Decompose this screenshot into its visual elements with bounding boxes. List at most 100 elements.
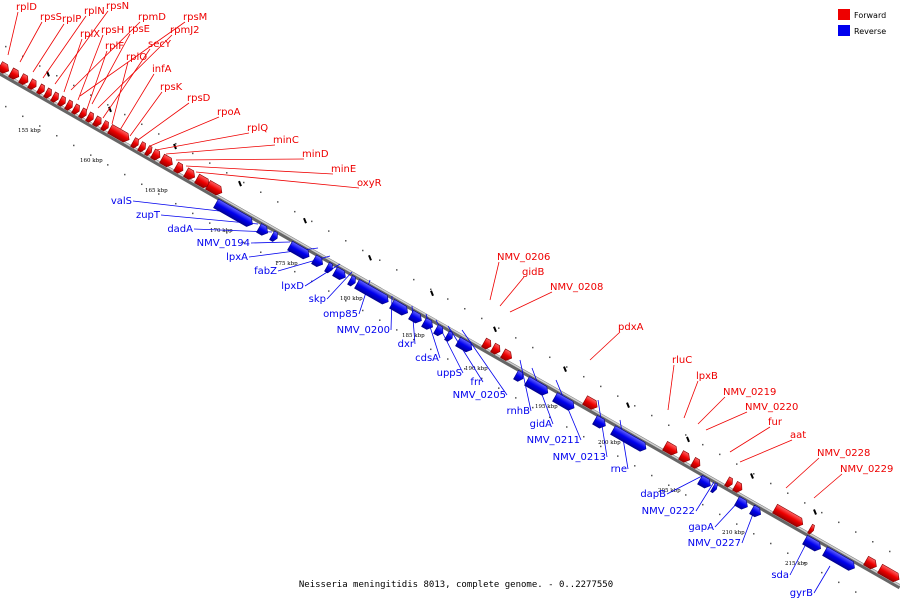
forward-gene-label: fur: [768, 417, 783, 428]
forward-leader-line: [111, 61, 129, 125]
reverse-leader-line: [326, 271, 353, 300]
reverse-gene: [822, 546, 855, 571]
reverse-gene-label: gidA: [530, 419, 552, 430]
guide-dot: [668, 424, 670, 427]
forward-gene: [772, 503, 804, 528]
forward-leader-line: [63, 38, 83, 93]
guide-dot: [515, 397, 517, 399]
guide-dot: [651, 414, 653, 417]
forward-gene: [173, 161, 184, 174]
forward-gene-label: rpsE: [128, 24, 150, 35]
guide-dot: [821, 511, 823, 514]
reverse-gene: [256, 223, 269, 236]
forward-leader-line: [32, 23, 65, 73]
forward-gene: [92, 115, 102, 128]
scale-ticks: 155 kbp 160 kbp 165 kbp 170 kbp 175 kbp 180 k…: [18, 71, 817, 567]
guide-dot: [770, 542, 772, 545]
forward-gene-label: rpsS: [40, 12, 62, 23]
guide-dot: [107, 104, 109, 106]
tick-label: 190 kbp: [465, 366, 488, 372]
legend-forward-label: Forward: [854, 11, 886, 20]
guide-dot: [192, 212, 194, 215]
guide-dot: [243, 181, 245, 184]
guide-dot: [141, 183, 143, 186]
reverse-gene-label: gyrB: [790, 588, 813, 599]
reverse-gene-label: dxr: [398, 339, 415, 350]
reverse-gene-label: NMV_0194: [197, 238, 250, 249]
gene-features: [0, 61, 900, 583]
guide-dot: [702, 443, 704, 446]
reverse-gene-label: frr: [470, 377, 482, 388]
guide-dot: [498, 387, 500, 389]
guide-dot: [685, 494, 687, 496]
reverse-gene: [332, 266, 346, 280]
guide-dot: [413, 278, 415, 281]
forward-gene: [194, 173, 210, 189]
forward-gene: [100, 120, 109, 132]
guide-dot: [328, 290, 330, 292]
guide-dot: [277, 261, 279, 263]
guide-dot: [175, 202, 177, 205]
guide-dot: [192, 152, 194, 155]
reverse-gene: [552, 392, 575, 411]
reverse-gene-label: sda: [771, 570, 789, 581]
reverse-gene: [455, 336, 473, 353]
tick-mark: [493, 326, 497, 333]
tick-mark: [238, 180, 242, 187]
guide-dot: [22, 115, 24, 118]
forward-leader-line: [119, 73, 155, 131]
forward-leader-line: [589, 331, 621, 361]
guide-dot: [447, 358, 449, 360]
map-caption: Neisseria meningitidis 8013, complete ge…: [299, 580, 613, 590]
guide-dot: [838, 521, 840, 524]
guide-dot: [889, 550, 891, 553]
guide-dot: [838, 581, 840, 584]
reverse-gene: [408, 309, 422, 324]
guide-dot: [634, 405, 636, 407]
reverse-leader-line: [390, 295, 393, 331]
reverse-gene-label: gapA: [688, 522, 714, 533]
forward-gene: [64, 99, 73, 111]
reverse-leader-line: [447, 325, 484, 383]
reverse-gene-label: zupT: [136, 210, 161, 221]
guide-dot: [209, 222, 211, 224]
reverse-gene: [802, 534, 821, 552]
forward-gene-label: NMV_0229: [840, 464, 893, 475]
reverse-gene-label: NMV_0222: [642, 506, 695, 517]
guide-dot: [345, 240, 347, 242]
reverse-gene-label: uppS: [437, 368, 462, 379]
reverse-gene-label: omp85: [323, 309, 358, 320]
guide-dot: [362, 249, 364, 252]
guide-dot: [481, 377, 483, 380]
forward-leader-line: [79, 21, 186, 97]
guide-dot: [158, 193, 160, 195]
forward-gene-label: NMV_0228: [817, 448, 870, 459]
guide-dot: [719, 453, 721, 456]
forward-gene-label: NMV_0219: [723, 387, 776, 398]
guide-dot: [600, 385, 602, 388]
reverse-gene: [421, 317, 434, 330]
guide-dot: [345, 300, 347, 302]
guide-dot: [447, 298, 449, 300]
forward-gene-label: minD: [302, 149, 329, 160]
forward-gene: [78, 107, 87, 119]
tick-label: 155 kbp: [18, 128, 41, 134]
reverse-leader-line: [619, 419, 629, 470]
reverse-leader-line: [597, 399, 608, 458]
forward-gene: [662, 441, 678, 456]
guide-dot: [600, 445, 602, 448]
forward-gene: [50, 91, 59, 103]
forward-leader-line: [155, 132, 250, 151]
guide-dot: [56, 134, 58, 137]
guide-dot: [311, 220, 313, 223]
tick-label: 210 kbp: [722, 530, 745, 536]
guide-dot: [5, 45, 7, 48]
guide-dot: [141, 123, 143, 126]
forward-gene: [36, 83, 45, 95]
forward-leader-line: [697, 396, 726, 425]
guide-dot: [396, 269, 398, 271]
guide-dot: [583, 375, 585, 378]
tick-mark: [626, 402, 630, 409]
guide-dot: [872, 541, 874, 543]
